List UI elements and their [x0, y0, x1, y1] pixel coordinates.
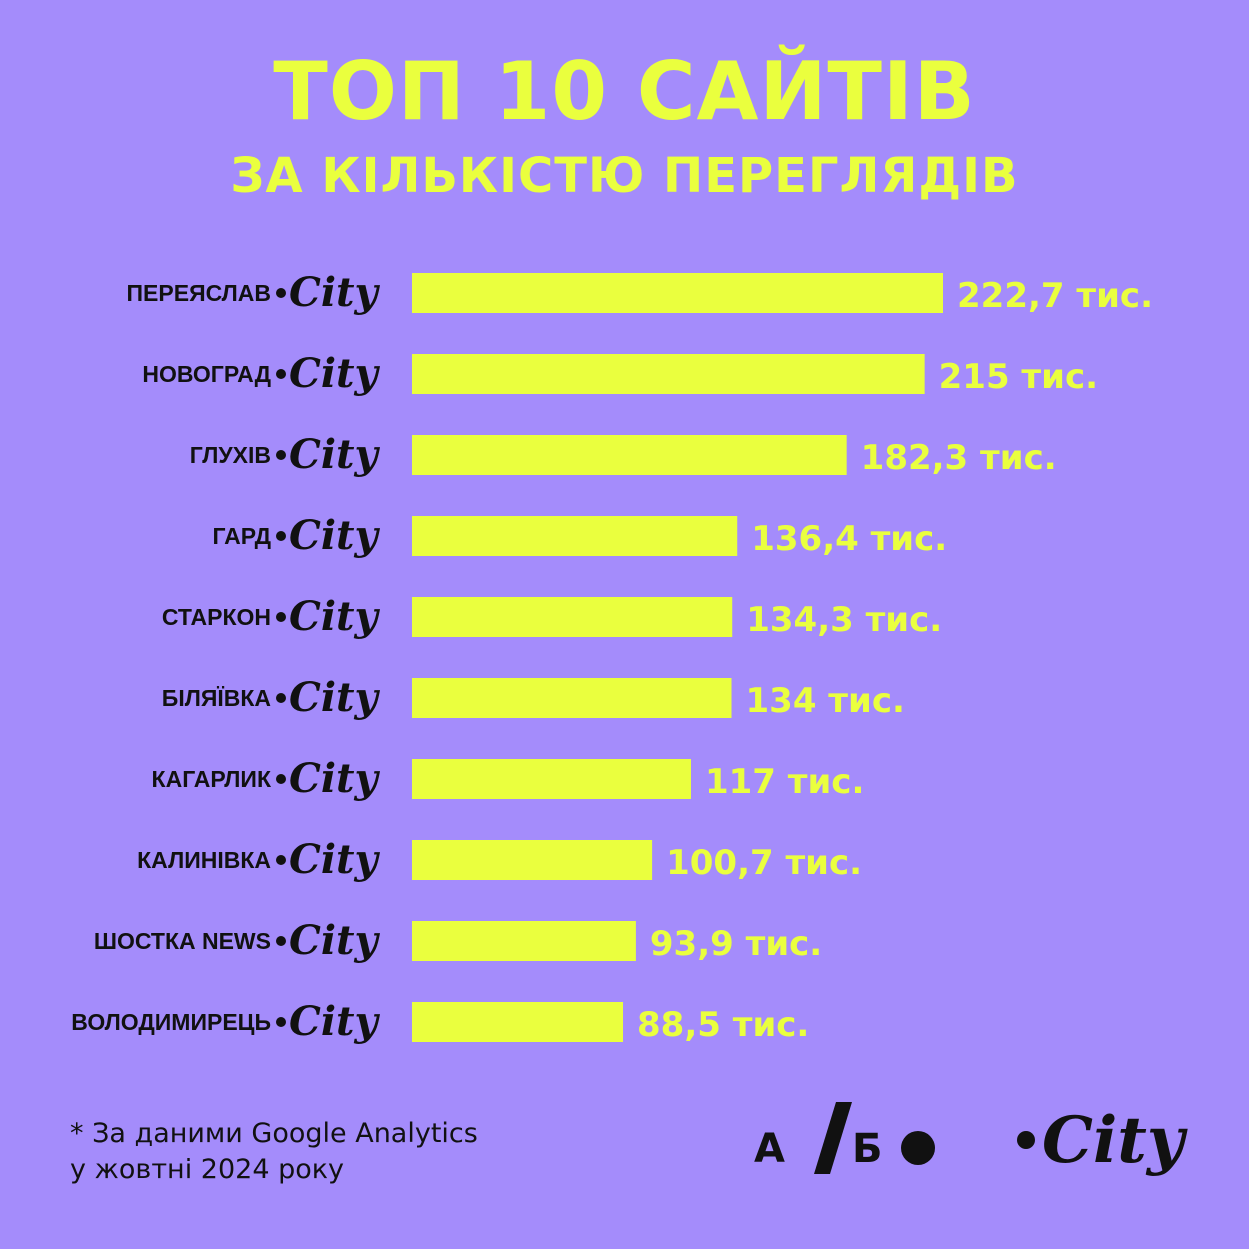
city-logo-dot [1017, 1131, 1035, 1149]
city-wordmark: City [289, 512, 381, 559]
category-label: ГЛУХІВ [190, 442, 271, 468]
bar-value-label: 136,4 тис. [751, 519, 947, 559]
city-dot [276, 936, 286, 946]
bar-value-label: 182,3 тис. [861, 438, 1057, 478]
city-dot [276, 855, 286, 865]
city-wordmark: City [289, 431, 381, 478]
city-wordmark: City [289, 755, 381, 802]
ab-logo: А Б [754, 1102, 935, 1174]
chart-subtitle: ЗА КІЛЬКІСТЮ ПЕРЕГЛЯДІВ [230, 148, 1019, 204]
footnote-line-1: * За даними Google Analytics [70, 1118, 478, 1149]
city-dot [276, 450, 286, 460]
bar [412, 435, 847, 475]
category-label: НОВОГРАД [142, 361, 271, 387]
ab-logo-letter-a: А [754, 1126, 785, 1172]
ab-logo-letter-b: Б [852, 1126, 883, 1172]
footnote-line-2: у жовтні 2024 року [70, 1154, 345, 1185]
bar-value-label: 88,5 тис. [637, 1005, 809, 1045]
city-wordmark: City [289, 836, 381, 883]
city-logo-text: City [1042, 1103, 1188, 1178]
city-dot [276, 531, 286, 541]
city-wordmark: City [289, 593, 381, 640]
bar-value-label: 93,9 тис. [650, 924, 822, 964]
category-label: ПЕРЕЯСЛАВ [127, 280, 271, 306]
city-dot [276, 612, 286, 622]
bar [412, 759, 691, 799]
city-dot [276, 693, 286, 703]
city-logo: City [1017, 1103, 1188, 1178]
city-wordmark: City [289, 674, 381, 721]
bar [412, 354, 925, 394]
bar [412, 678, 732, 718]
city-wordmark: City [289, 269, 381, 316]
bar-value-label: 215 тис. [939, 357, 1098, 397]
category-label: ГАРД [213, 523, 271, 549]
chart-title: ТОП 10 САЙТІВ [273, 45, 976, 138]
category-label: КАГАРЛИК [152, 766, 272, 792]
bar-value-label: 134 тис. [746, 681, 905, 721]
bar-value-label: 117 тис. [705, 762, 864, 802]
bar-value-label: 134,3 тис. [746, 600, 942, 640]
bar-value-label: 100,7 тис. [666, 843, 862, 883]
bar [412, 840, 653, 880]
category-label: КАЛИНІВКА [137, 847, 271, 873]
category-label: СТАРКОН [162, 604, 271, 630]
footnote: * За даними Google Analytics у жовтні 20… [70, 1116, 478, 1188]
city-dot [276, 774, 286, 784]
bar [412, 516, 738, 556]
city-wordmark: City [289, 998, 381, 1045]
category-label: ШОСТКА NEWS [94, 928, 271, 954]
ab-logo-dot [901, 1131, 935, 1165]
city-wordmark: City [289, 917, 381, 964]
bar [412, 921, 636, 961]
bar [412, 1002, 624, 1042]
category-label: ВОЛОДИМИРЕЦЬ [71, 1009, 271, 1035]
bar [412, 273, 943, 313]
city-wordmark: City [289, 350, 381, 397]
bar-value-label: 222,7 тис. [957, 276, 1153, 316]
city-dot [276, 288, 286, 298]
city-dot [276, 369, 286, 379]
city-dot [276, 1017, 286, 1027]
category-label: БІЛЯЇВКА [162, 685, 271, 711]
bar [412, 597, 733, 637]
ab-logo-slash [814, 1102, 852, 1174]
